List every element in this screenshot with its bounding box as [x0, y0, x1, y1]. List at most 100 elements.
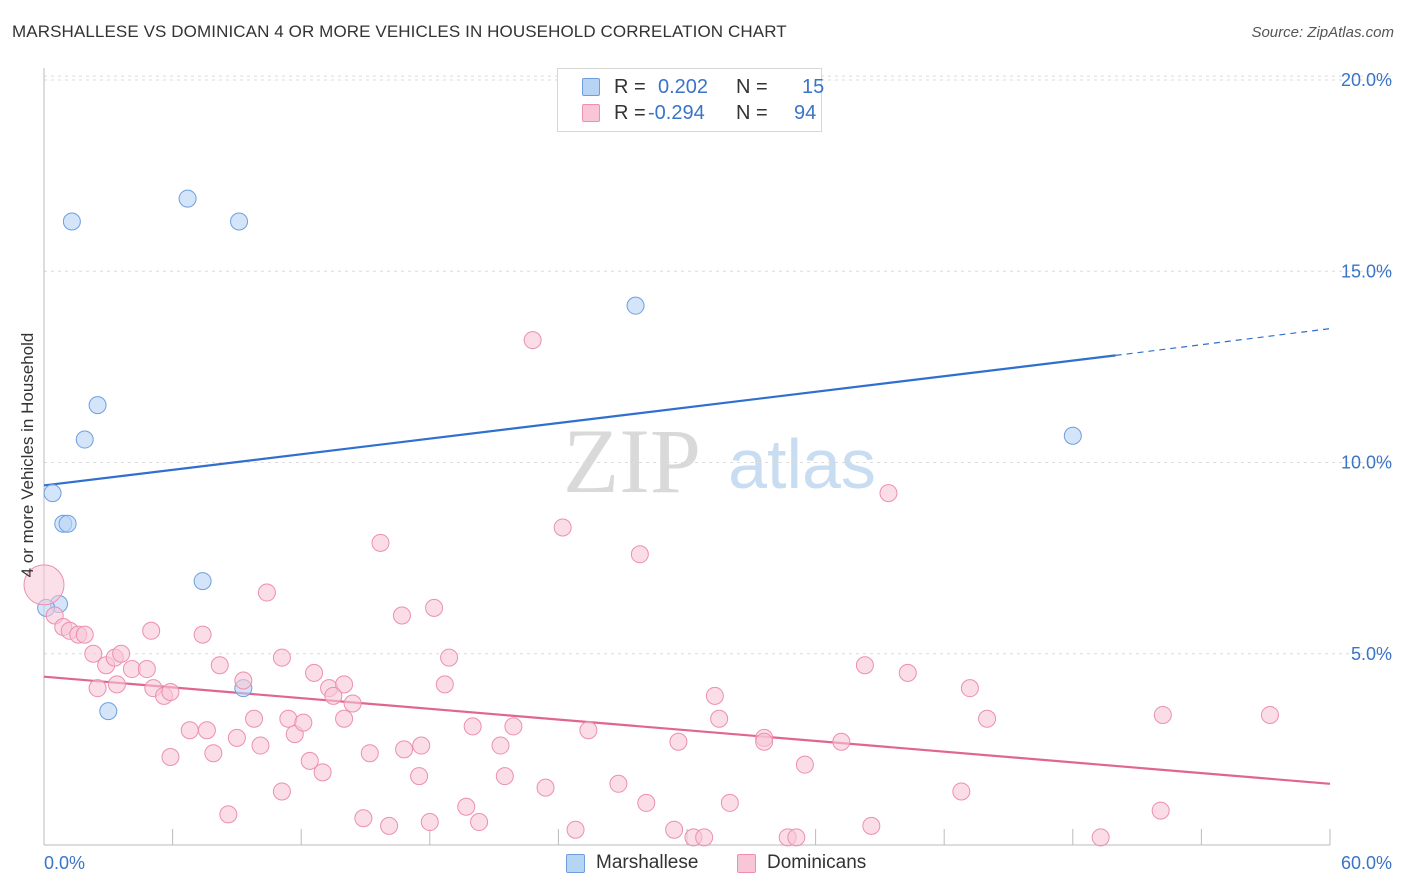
marshallese-point: [43, 484, 62, 503]
dominican-point: [1091, 828, 1110, 847]
dominican-point: [755, 732, 774, 751]
dominican-point: [395, 740, 414, 759]
dominican-point: [491, 736, 510, 755]
dominican-point: [294, 713, 313, 732]
dominican-point: [371, 533, 390, 552]
dominican-point: [504, 717, 523, 736]
dominican-point: [435, 675, 454, 694]
dominican-point: [324, 686, 343, 705]
n-value: 15: [802, 76, 825, 98]
dominican-point: [23, 564, 65, 606]
dominican-point: [609, 774, 628, 793]
trend-lines: [43, 328, 1331, 785]
dominican-point: [305, 663, 324, 682]
stats-legend: R = 0.202 N = 15 R = -0.294 N = 94: [557, 68, 825, 132]
watermark-zip: ZIP: [563, 410, 701, 512]
tick-labels: 5.0% 10.0% 15.0% 20.0% 0.0% 60.0%: [44, 70, 1392, 873]
n-label: N =: [736, 76, 768, 98]
chart-title: MARSHALLESE VS DOMINICAN 4 OR MORE VEHIC…: [12, 22, 787, 41]
legend-label-dominicans: Dominicans: [767, 852, 867, 873]
dominican-point: [495, 767, 514, 786]
r-label: R =: [614, 102, 646, 124]
dominican-point: [227, 728, 246, 747]
x-tick-label: 60.0%: [1341, 853, 1392, 873]
dominican-point: [669, 732, 688, 751]
dominican-point: [978, 709, 997, 728]
dominican-point: [354, 809, 373, 828]
dominican-point: [204, 744, 223, 763]
dominican-point: [630, 545, 649, 564]
r-value: 0.202: [658, 76, 709, 98]
dominican-trend-line: [43, 675, 1331, 785]
dominican-point: [142, 621, 161, 640]
dominican-point: [112, 644, 131, 663]
r-label: R =: [614, 76, 646, 98]
dominican-point: [960, 679, 979, 698]
dominican-point: [245, 709, 264, 728]
dominican-point: [219, 805, 238, 824]
dominican-point: [553, 518, 572, 537]
legend-swatch-dominicans: [582, 104, 600, 122]
y-tick-label: 15.0%: [1341, 261, 1392, 281]
dominican-point: [425, 598, 444, 617]
dominican-point: [536, 778, 555, 797]
dominican-point: [75, 625, 94, 644]
legend-swatch-marshallese: [566, 854, 585, 873]
dominican-point: [420, 813, 439, 832]
marshallese-point: [75, 430, 94, 449]
marshallese-point: [1063, 426, 1082, 445]
dominican-point: [360, 744, 379, 763]
y-tick-label: 10.0%: [1341, 453, 1392, 473]
dominican-point: [313, 763, 332, 782]
dominican-point: [523, 331, 542, 350]
dominican-point: [392, 606, 411, 625]
dominican-point: [705, 686, 724, 705]
data-points: [23, 189, 1279, 847]
dominican-point: [161, 748, 180, 767]
y-tick-label: 5.0%: [1351, 644, 1392, 664]
dominican-point: [665, 820, 684, 839]
dominican-point: [343, 694, 362, 713]
dominican-point: [879, 484, 898, 503]
dominican-point: [272, 782, 291, 801]
marshallese-point: [58, 514, 77, 533]
marshallese-trend-line-extension: [1115, 328, 1331, 356]
dominican-point: [137, 660, 156, 679]
dominican-point: [1260, 705, 1279, 724]
marshallese-point: [193, 572, 212, 591]
dominican-point: [566, 820, 585, 839]
marshallese-trend-line: [43, 354, 1116, 487]
dominican-point: [300, 751, 319, 770]
dominican-point: [463, 717, 482, 736]
marshallese-point: [178, 189, 197, 208]
dominican-point: [84, 644, 103, 663]
dominican-point: [257, 583, 276, 602]
y-tick-label: 20.0%: [1341, 70, 1392, 90]
dominican-point: [193, 625, 212, 644]
dominican-point: [579, 721, 598, 740]
n-label: N =: [736, 102, 768, 124]
marshallese-point: [230, 212, 249, 231]
r-value: -0.294: [648, 102, 705, 124]
dominican-point: [440, 648, 459, 667]
dominican-point: [695, 828, 714, 847]
dominican-point: [637, 793, 656, 812]
dominican-point: [855, 656, 874, 675]
dominican-point: [410, 767, 429, 786]
gridlines: [44, 75, 1392, 655]
dominican-point: [862, 816, 881, 835]
dominican-point: [122, 660, 141, 679]
dominican-point: [161, 683, 180, 701]
dominican-point: [457, 797, 476, 816]
dominican-point: [470, 813, 489, 832]
dominican-point: [898, 663, 917, 682]
x-tick-label: 0.0%: [44, 853, 85, 873]
dominican-point: [832, 732, 851, 751]
dominican-point: [197, 721, 216, 740]
dominican-point: [107, 675, 126, 694]
dominican-point: [720, 793, 739, 812]
marshallese-point: [626, 296, 645, 315]
dominican-point: [795, 755, 814, 774]
legend-label-marshallese: Marshallese: [596, 852, 699, 873]
